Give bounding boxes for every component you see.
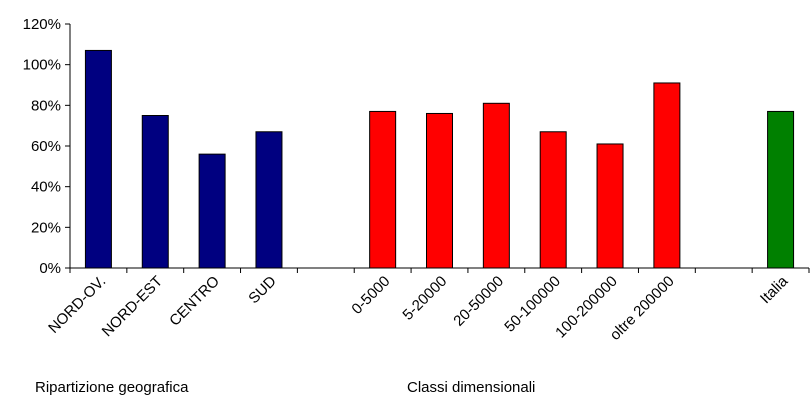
y-tick-label: 40% <box>31 179 61 196</box>
category-label: SUD <box>245 273 280 308</box>
group-label-geografica: Ripartizione geografica <box>35 379 188 396</box>
bar-20-50000 <box>483 103 509 268</box>
bar-0-5000 <box>370 111 396 268</box>
bar-100-200000 <box>597 144 623 268</box>
x-axis: NORD-OV.NORD-EST CENTRO SUD 0-5000 5-20000 20… <box>45 268 809 344</box>
y-tick-label: 20% <box>31 219 61 236</box>
bar-nord-est <box>142 116 168 269</box>
y-tick-label: 80% <box>31 97 61 114</box>
bar-italia <box>768 111 794 268</box>
category-label: 20-50000 <box>450 273 507 330</box>
category-label: 0-5000 <box>348 273 393 318</box>
y-tick-label: 60% <box>31 138 61 155</box>
group-label-dimensionali: Classi dimensionali <box>407 379 535 396</box>
y-tick-label: 0% <box>39 260 61 277</box>
bar-oltre-200000 <box>654 83 680 268</box>
category-label: CENTRO <box>166 273 223 330</box>
y-tick-label: 100% <box>23 57 61 74</box>
y-tick-label: 120% <box>23 16 61 33</box>
category-label: NORD-EST <box>99 273 166 340</box>
bar-sud <box>256 132 282 268</box>
bar-nord-ov <box>85 50 111 268</box>
bar-50-100000 <box>540 132 566 268</box>
bars <box>85 50 793 268</box>
bar-5-20000 <box>427 113 453 268</box>
category-label: Italia <box>757 272 792 307</box>
category-label: 5-20000 <box>399 273 450 324</box>
bar-centro <box>199 154 225 268</box>
y-axis: 0% 20% 40% 60% 80% 100% 120% <box>23 16 70 277</box>
